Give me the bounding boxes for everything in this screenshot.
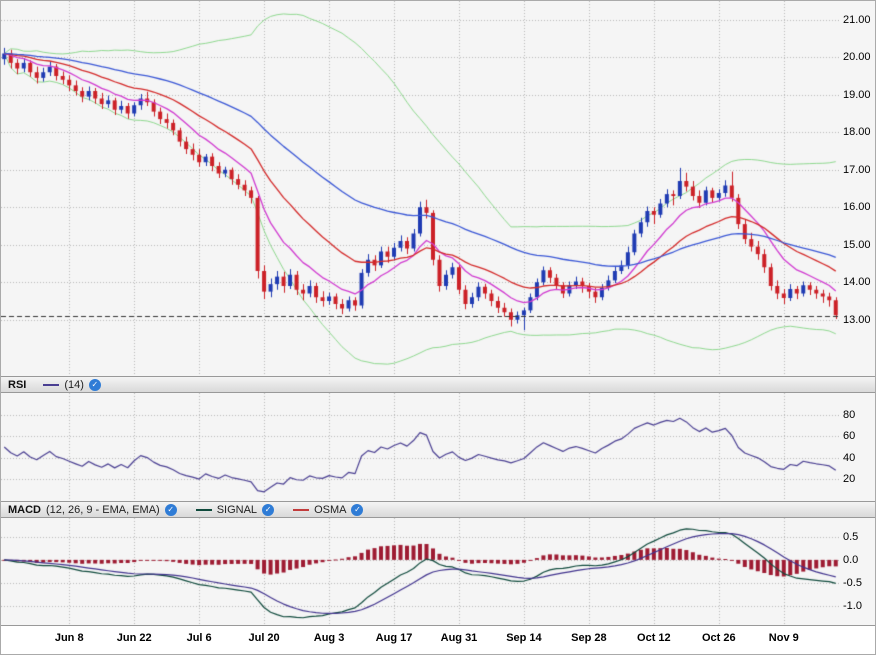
- macd-panel: 0.5 0.0 -0.5 -1.0: [1, 518, 875, 625]
- signal-line-sample: [195, 508, 212, 511]
- macd-tick-label: 0.5: [843, 530, 859, 543]
- signal-label: SIGNAL: [216, 503, 258, 516]
- date-tick-label: Nov 9: [768, 632, 799, 644]
- date-tick-label: Aug 3: [313, 632, 345, 644]
- price-chart-canvas[interactable]: [1, 1, 839, 376]
- date-tick-label: Aug 31: [440, 632, 478, 644]
- rsi-chart-canvas[interactable]: [1, 393, 839, 501]
- macd-toggle-icon[interactable]: ✓: [164, 503, 177, 516]
- signal-toggle-icon[interactable]: ✓: [262, 503, 275, 516]
- date-tick-label: Jun 8: [54, 632, 84, 644]
- date-tick-label: Aug 17: [375, 632, 413, 644]
- date-tick-label: Oct 12: [637, 632, 671, 644]
- macd-chart-canvas[interactable]: [1, 518, 839, 625]
- osma-label: OSMA: [314, 503, 347, 516]
- price-tick-label: 18.00: [843, 126, 871, 139]
- rsi-tick-label: 20: [843, 473, 856, 486]
- date-tick-label: Oct 26: [701, 632, 736, 644]
- macd-label: MACD: [8, 503, 41, 516]
- rsi-y-axis: 80 60 40 20: [839, 393, 875, 501]
- rsi-tick-label: 80: [843, 408, 856, 421]
- date-tick-label: Sep 28: [571, 632, 607, 644]
- macd-params: (12, 26, 9 - EMA, EMA): [46, 503, 160, 516]
- osma-line-sample: [293, 508, 310, 511]
- rsi-header: RSI (14) ✓: [1, 376, 875, 393]
- price-tick-label: 15.00: [843, 238, 871, 251]
- price-tick-label: 21.00: [843, 13, 871, 26]
- date-tick-label: Jul 6: [186, 632, 212, 644]
- macd-y-axis: 0.5 0.0 -0.5 -1.0: [839, 518, 875, 625]
- osma-toggle-icon[interactable]: ✓: [351, 503, 364, 516]
- rsi-toggle-icon[interactable]: ✓: [88, 378, 101, 391]
- date-tick-label: Jun 22: [116, 632, 152, 644]
- price-tick-label: 19.00: [843, 88, 871, 101]
- macd-tick-label: 0.0: [843, 553, 859, 566]
- price-tick-label: 16.00: [843, 201, 871, 214]
- macd-tick-label: -0.5: [843, 577, 862, 590]
- price-tick-label: 17.00: [843, 163, 871, 176]
- rsi-tick-label: 60: [843, 430, 856, 443]
- macd-tick-label: -1.0: [843, 600, 862, 613]
- price-panel: 21.00 20.00 19.00 18.00 17.00 16.00 15.00 14.00…: [1, 1, 875, 376]
- price-tick-label: 14.00: [843, 276, 871, 289]
- rsi-tick-label: 40: [843, 451, 856, 464]
- rsi-params: (14): [64, 378, 84, 391]
- rsi-label: RSI: [8, 378, 27, 391]
- price-tick-label: 20.00: [843, 51, 871, 64]
- price-y-axis: 21.00 20.00 19.00 18.00 17.00 16.00 15.00 14.00…: [839, 1, 875, 376]
- rsi-line-sample: [43, 383, 60, 386]
- rsi-panel: 80 60 40 20: [1, 393, 875, 501]
- date-tick-label: Sep 14: [506, 632, 542, 644]
- macd-header: MACD (12, 26, 9 - EMA, EMA) ✓ SIGNAL ✓ O…: [1, 501, 875, 518]
- price-tick-label: 13.00: [843, 313, 871, 326]
- date-tick-label: Jul 20: [248, 632, 280, 644]
- date-axis: Jun 8 Jun 22 Jul 6 Jul 20 Aug 3 Aug 17 Aug 31 S…: [1, 625, 875, 654]
